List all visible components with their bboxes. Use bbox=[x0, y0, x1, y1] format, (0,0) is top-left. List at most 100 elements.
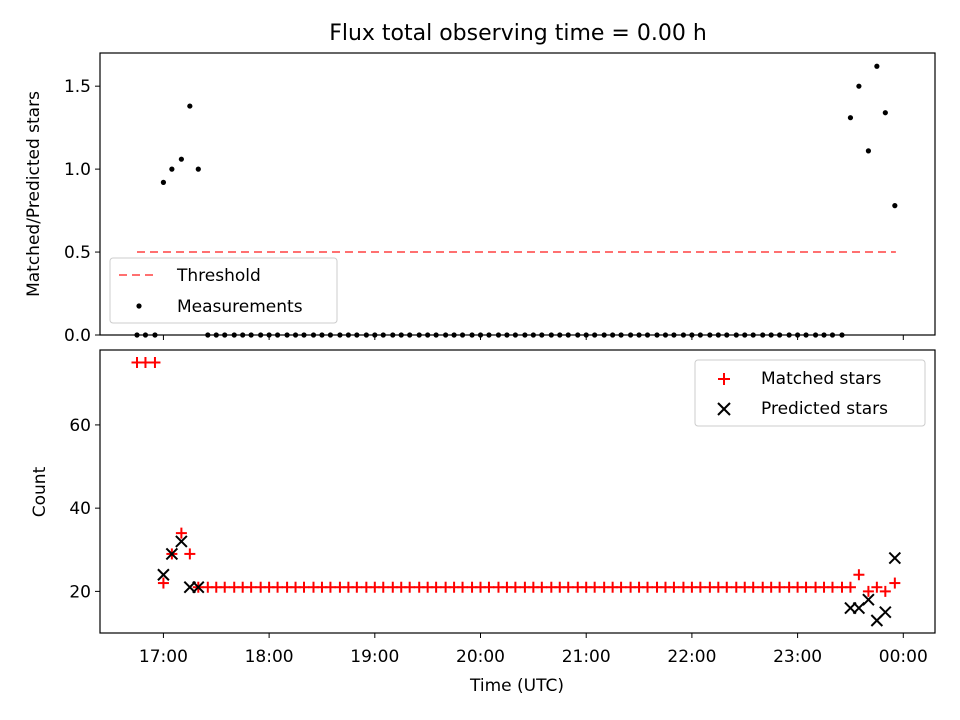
measurement-point bbox=[160, 179, 167, 185]
bottom-panel: 20 40 60 17:00 18:00 19:00 20:00 21:00 22:00 23:… bbox=[30, 349, 936, 696]
matched-star-point bbox=[889, 577, 901, 589]
measurement-point bbox=[874, 63, 880, 69]
matched-star-point bbox=[157, 577, 169, 589]
measurement-point bbox=[284, 332, 290, 338]
measurement-point bbox=[777, 332, 783, 338]
matched-star-point bbox=[853, 569, 865, 581]
measurement-point bbox=[142, 332, 149, 338]
matched-star-point bbox=[457, 581, 469, 593]
measurement-point bbox=[557, 332, 563, 338]
matched-star-point bbox=[862, 585, 874, 597]
predicted-star-marker-b bbox=[192, 581, 205, 594]
measurement-point bbox=[662, 332, 669, 338]
measurement-point bbox=[592, 332, 598, 338]
measurement-point bbox=[760, 332, 766, 338]
measurement-point bbox=[689, 332, 695, 338]
matched-star-point bbox=[871, 581, 883, 593]
measurement-point bbox=[839, 332, 845, 338]
measurement-point bbox=[231, 332, 237, 338]
measurement-point bbox=[451, 332, 457, 338]
predicted-star-points bbox=[157, 535, 902, 627]
measurement-point bbox=[671, 332, 677, 338]
matched-star-point bbox=[668, 581, 680, 593]
bottom-x-tick-label: 17:00 bbox=[139, 647, 188, 667]
top-legend-box bbox=[109, 257, 338, 324]
matched-star-point bbox=[589, 581, 601, 593]
matched-star-point bbox=[298, 581, 310, 593]
legend-threshold-label: Threshold bbox=[176, 266, 261, 286]
measurement-point bbox=[407, 332, 413, 338]
measurement-point bbox=[152, 332, 158, 338]
predicted-star-marker-b bbox=[879, 605, 892, 619]
bottom-x-tick-label: 22:00 bbox=[667, 647, 716, 667]
measurement-point bbox=[301, 332, 307, 338]
matched-star-point bbox=[139, 356, 151, 368]
bottom-xlabel: Time (UTC) bbox=[469, 676, 564, 696]
predicted-star-marker-b bbox=[157, 568, 170, 581]
measurement-points bbox=[134, 63, 898, 338]
matched-star-point bbox=[694, 581, 706, 593]
measurement-point bbox=[178, 156, 184, 162]
legend-measurements-label: Measurements bbox=[177, 297, 303, 317]
measurement-point bbox=[618, 332, 624, 338]
measurement-point bbox=[636, 332, 642, 338]
measurement-point bbox=[803, 332, 809, 338]
predicted-star-point bbox=[862, 593, 875, 606]
bottom-legend-box bbox=[694, 359, 926, 427]
measurement-point bbox=[601, 332, 607, 338]
measurement-point bbox=[258, 332, 264, 338]
measurement-point bbox=[477, 332, 484, 338]
measurement-point bbox=[416, 332, 422, 338]
matched-star-point bbox=[844, 581, 856, 593]
matched-star-point bbox=[324, 581, 336, 593]
measurement-point bbox=[786, 332, 792, 338]
measurement-point bbox=[248, 332, 254, 338]
matched-star-point bbox=[615, 581, 627, 593]
measurement-point bbox=[768, 332, 774, 338]
measurement-point bbox=[821, 332, 827, 338]
bottom-x-tick-label: 00:00 bbox=[879, 647, 928, 667]
measurement-point bbox=[610, 332, 616, 338]
bottom-ylabel: Count bbox=[30, 466, 50, 517]
top-y-tick-label: 0.5 bbox=[64, 243, 91, 263]
legend-matched-label: Matched stars bbox=[761, 369, 881, 389]
legend-predicted-swatch bbox=[717, 402, 731, 416]
measurement-point bbox=[345, 332, 351, 338]
predicted-star-point bbox=[165, 547, 179, 561]
matched-star-point bbox=[562, 581, 574, 593]
chart-title: Flux total observing time = 0.00 h bbox=[329, 21, 707, 46]
measurement-point bbox=[433, 332, 439, 338]
measurement-point bbox=[750, 332, 756, 338]
measurement-point bbox=[469, 332, 475, 338]
bottom-y-tick-label: 20 bbox=[69, 582, 91, 602]
bottom-y-tick-label: 60 bbox=[69, 416, 91, 436]
measurement-point bbox=[327, 332, 334, 338]
measurement-point bbox=[654, 332, 660, 338]
measurement-point bbox=[310, 332, 317, 338]
predicted-star-marker-b bbox=[862, 593, 875, 606]
matched-star-point bbox=[483, 581, 495, 593]
measurement-point bbox=[892, 203, 898, 209]
matched-star-points bbox=[131, 356, 901, 597]
measurement-point bbox=[829, 332, 836, 338]
bottom-panel-frame bbox=[99, 349, 936, 634]
measurement-point bbox=[443, 332, 449, 338]
legend-predicted-label: Predicted stars bbox=[761, 399, 888, 419]
bottom-x-ticks: 17:00 18:00 19:00 20:00 21:00 22:00 23:00 00:00 bbox=[139, 633, 928, 667]
measurement-point bbox=[530, 332, 536, 338]
measurement-point bbox=[512, 332, 518, 338]
matched-star-point bbox=[404, 581, 416, 593]
matched-star-point bbox=[377, 581, 389, 593]
matched-star-point bbox=[184, 548, 196, 560]
predicted-star-marker-b bbox=[175, 535, 188, 548]
predicted-star-point bbox=[192, 581, 205, 594]
matched-star-point bbox=[800, 581, 812, 593]
matched-star-point bbox=[642, 581, 654, 593]
measurement-point bbox=[380, 332, 386, 338]
measurement-point bbox=[794, 332, 801, 338]
measurement-point bbox=[205, 332, 211, 338]
measurement-point bbox=[548, 332, 554, 338]
measurement-point bbox=[134, 332, 140, 338]
measurement-point bbox=[865, 148, 872, 154]
